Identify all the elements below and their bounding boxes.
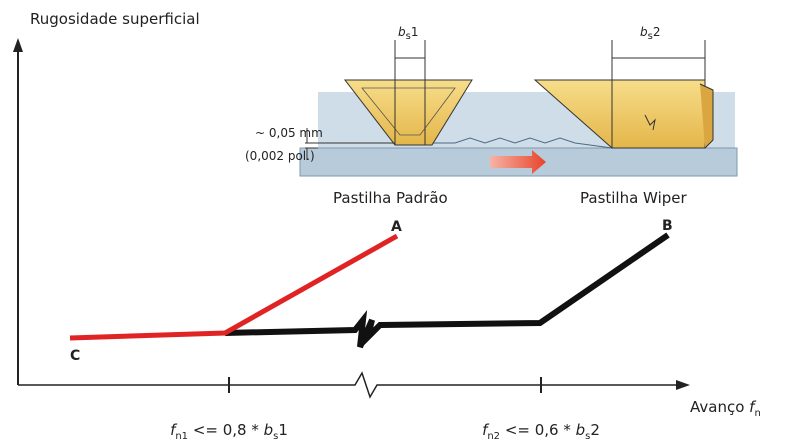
text: <= 0,6 *: [500, 421, 576, 439]
standard-label: Pastilha Padrão: [333, 189, 448, 207]
bs1-label: bs1: [398, 25, 418, 42]
y-arrow: [13, 38, 23, 52]
depth-mm: ~ 0,05 mm: [255, 126, 323, 140]
wiper-curve: [225, 235, 668, 347]
diagram: bs1 bs2 ~ 0,05 mm (0,002 pol.) Pastilha …: [0, 0, 801, 443]
curve-label: A: [391, 219, 402, 235]
num: 1: [278, 421, 288, 439]
num: 2: [590, 421, 600, 439]
curve-label: B: [662, 218, 673, 234]
num: 2: [653, 25, 661, 39]
curve-label: C: [70, 348, 80, 364]
var: b: [576, 421, 586, 439]
var: b: [264, 421, 274, 439]
feed-limit-2: fn2 <= 0,6 * bs2: [482, 421, 600, 442]
sub: n2: [487, 431, 500, 442]
y-axis-label: Rugosidade superficial: [30, 10, 200, 28]
page: {"y_axis_label": "Rugosidade superficial…: [0, 0, 801, 443]
sub: n: [754, 408, 760, 419]
text: Avanço: [690, 398, 749, 416]
text: <= 0,8 *: [188, 421, 264, 439]
depth-in: (0,002 pol.): [245, 149, 315, 163]
sub: n1: [175, 431, 188, 442]
bs2-label: bs2: [640, 25, 660, 42]
x-axis: [18, 373, 678, 397]
standard-curve: [70, 236, 397, 338]
feed-limit-1: fn1 <= 0,8 * bs1: [170, 421, 288, 442]
x-arrow: [676, 380, 690, 390]
x-axis-label: Avanço fn: [690, 398, 761, 419]
illustration: bs1 bs2 ~ 0,05 mm (0,002 pol.) Pastilha …: [245, 25, 737, 207]
wiper-label: Pastilha Wiper: [580, 189, 687, 207]
num: 1: [411, 25, 419, 39]
